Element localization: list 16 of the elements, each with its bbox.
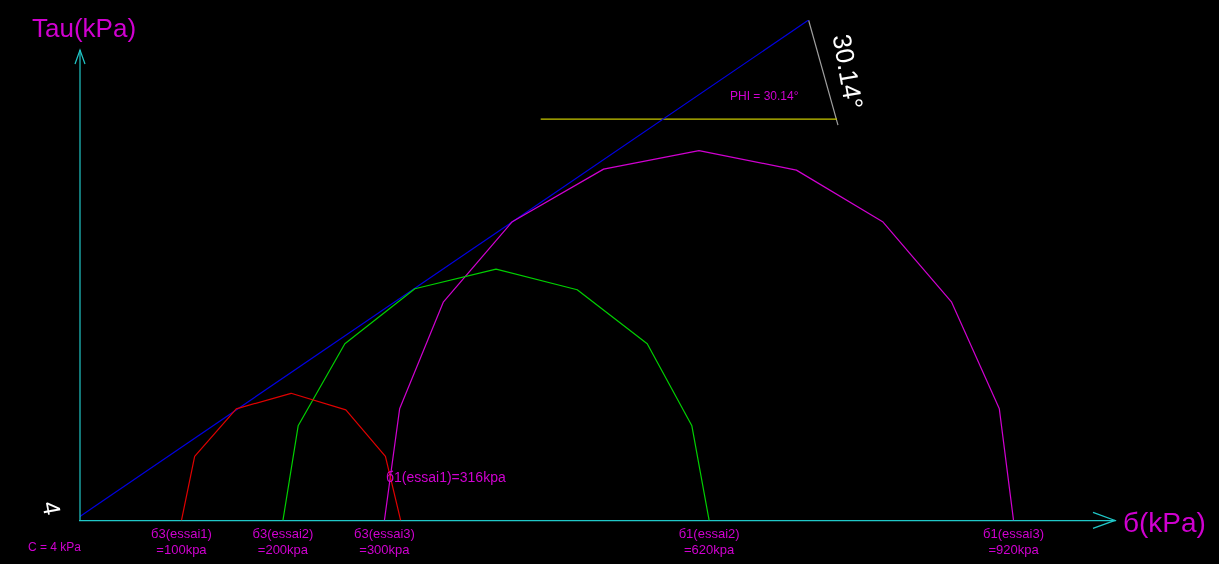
text: C = 4 kPa <box>28 540 82 555</box>
x-tick-label: =300kpa <box>359 541 411 557</box>
x-tick-label: =100kpa <box>156 541 208 557</box>
annotation: 4 <box>37 499 67 517</box>
x-tick-label: =200kpa <box>257 541 309 557</box>
annotation: б3(essai1) <box>151 525 212 541</box>
annotation: 30.14° <box>826 31 870 112</box>
annotation: б3(essai2) <box>252 525 314 541</box>
y-axis-title: Tau(kPa) <box>32 13 137 44</box>
annotation: б1(essai3) <box>983 525 1044 541</box>
annotation: б3(essai3) <box>353 525 415 541</box>
x-tick-label: =620kpa <box>683 541 735 557</box>
annotation: б1(essai2) <box>678 525 740 541</box>
annotation: PHI = 30.14° <box>730 89 799 104</box>
x-tick-label: =920kpa <box>988 541 1040 557</box>
x-axis-title: б(kPa) <box>1123 507 1206 539</box>
